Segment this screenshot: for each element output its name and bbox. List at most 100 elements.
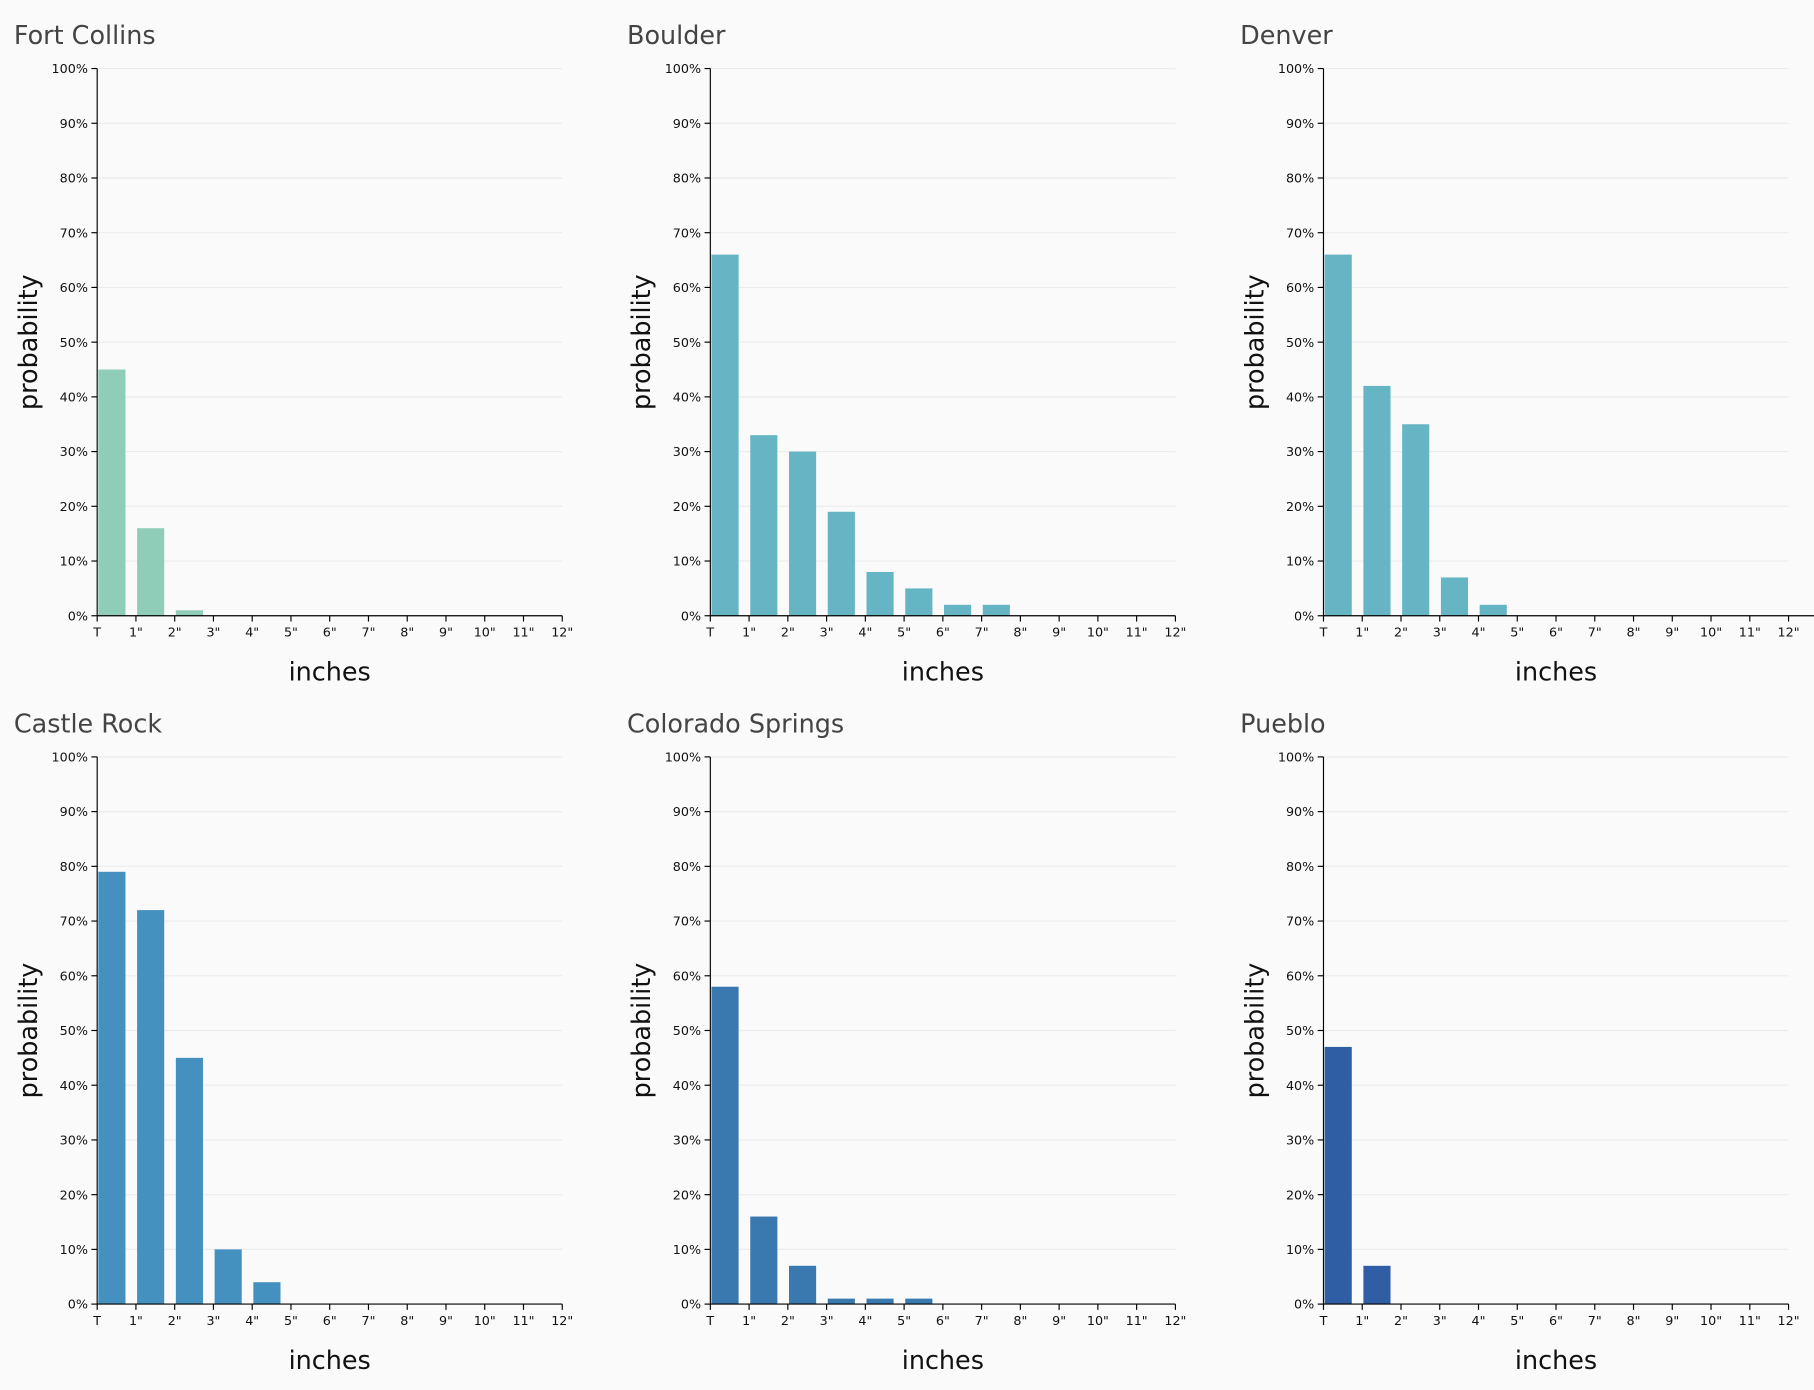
x-tick-label: 2" xyxy=(168,625,182,640)
x-tick-label: 2" xyxy=(781,1313,795,1328)
x-tick-label: 7" xyxy=(1588,625,1602,640)
x-tick-label: 2" xyxy=(1394,1313,1408,1328)
y-tick-label: 50% xyxy=(60,1023,88,1038)
x-tick-label: 9" xyxy=(1052,625,1066,640)
y-tick-label: 30% xyxy=(60,1133,88,1148)
y-tick-label: 20% xyxy=(673,1187,701,1202)
x-tick-label: 6" xyxy=(936,625,950,640)
y-tick-label: 70% xyxy=(673,914,701,929)
y-tick-label: 100% xyxy=(665,750,701,765)
x-tick-label: 7" xyxy=(361,1313,375,1328)
chart-title: Fort Collins xyxy=(14,21,156,51)
x-tick-label: 7" xyxy=(361,625,375,640)
y-tick-label: 70% xyxy=(60,914,88,929)
x-tick-label: 5" xyxy=(1510,1313,1524,1328)
bar xyxy=(1324,254,1352,616)
y-tick-label: 70% xyxy=(60,225,88,240)
y-tick-label: 90% xyxy=(673,804,701,819)
y-tick-label: 30% xyxy=(673,1133,701,1148)
y-tick-label: 60% xyxy=(1286,280,1314,295)
x-tick-label: 7" xyxy=(1588,1313,1602,1328)
y-tick-label: 20% xyxy=(1286,1187,1314,1202)
y-tick-label: 10% xyxy=(60,1242,88,1257)
x-tick-label: 12" xyxy=(1778,1313,1800,1328)
y-tick-label: 50% xyxy=(1286,335,1314,350)
chart-panel: Castle Rock 0% 10% 20% 30% 40% 50% 60% 70% 80% 90%… xyxy=(14,710,573,1376)
bar xyxy=(98,369,126,616)
y-tick-label: 40% xyxy=(60,389,88,404)
x-tick-label: 4" xyxy=(858,625,872,640)
y-tick-label: 60% xyxy=(60,280,88,295)
chart-panel: Colorado Springs 0% 10% 20% 30% 40% 50% 60% 70% 8… xyxy=(627,710,1186,1376)
bar xyxy=(214,1249,242,1305)
x-axis-label: inches xyxy=(1515,658,1597,688)
x-tick-label: T xyxy=(705,1313,714,1328)
y-tick-label: 50% xyxy=(673,1023,701,1038)
y-tick-label: 10% xyxy=(673,554,701,569)
y-tick-label: 20% xyxy=(1286,499,1314,514)
chart-panel: Pueblo 0% 10% 20% 30% 40% 50% 60% 70% 80% 90% 100% T… xyxy=(1240,710,1799,1376)
x-tick-label: 11" xyxy=(512,625,534,640)
y-tick-label: 0% xyxy=(681,608,701,623)
x-tick-label: 12" xyxy=(1164,1313,1186,1328)
x-tick-label: 1" xyxy=(1355,625,1369,640)
y-axis-label: probability xyxy=(627,963,657,1099)
y-tick-label: 50% xyxy=(60,335,88,350)
y-tick-label: 100% xyxy=(52,750,88,765)
x-tick-label: T xyxy=(1319,625,1328,640)
y-tick-label: 70% xyxy=(1286,914,1314,929)
x-tick-label: 3" xyxy=(1433,625,1447,640)
y-tick-label: 90% xyxy=(60,116,88,131)
x-tick-label: 4" xyxy=(245,625,259,640)
x-tick-label: 11" xyxy=(1126,625,1148,640)
y-tick-label: 100% xyxy=(52,61,88,76)
x-axis-label: inches xyxy=(1515,1346,1597,1376)
y-tick-label: 100% xyxy=(665,61,701,76)
y-tick-label: 40% xyxy=(673,389,701,404)
x-tick-label: 2" xyxy=(1394,625,1408,640)
y-tick-label: 40% xyxy=(60,1078,88,1093)
x-tick-label: 4" xyxy=(858,1313,872,1328)
x-tick-label: T xyxy=(1319,1313,1328,1328)
y-tick-label: 20% xyxy=(60,1187,88,1202)
y-tick-label: 90% xyxy=(1286,804,1314,819)
y-tick-label: 10% xyxy=(1286,1242,1314,1257)
y-axis-label: probability xyxy=(1240,963,1270,1099)
y-axis-label: probability xyxy=(627,274,657,410)
x-tick-label: 5" xyxy=(284,1313,298,1328)
y-tick-label: 50% xyxy=(673,335,701,350)
bar xyxy=(866,571,894,616)
x-axis-label: inches xyxy=(902,658,984,688)
x-tick-label: 5" xyxy=(1510,625,1524,640)
y-tick-label: 40% xyxy=(1286,1078,1314,1093)
x-tick-label: 9" xyxy=(1665,625,1679,640)
bar xyxy=(944,604,972,616)
x-tick-label: 11" xyxy=(1739,625,1761,640)
x-tick-label: 8" xyxy=(1013,1313,1027,1328)
bar xyxy=(750,1216,778,1305)
x-tick-label: 7" xyxy=(975,1313,989,1328)
bar xyxy=(137,910,165,1305)
bar xyxy=(827,511,855,616)
y-tick-label: 90% xyxy=(673,116,701,131)
chart-title: Denver xyxy=(1240,21,1333,51)
x-tick-label: 8" xyxy=(1013,625,1027,640)
x-tick-label: 5" xyxy=(897,1313,911,1328)
x-tick-label: 3" xyxy=(820,1313,834,1328)
y-tick-label: 90% xyxy=(60,804,88,819)
x-tick-label: 5" xyxy=(284,625,298,640)
x-tick-label: 12" xyxy=(1778,625,1800,640)
y-tick-label: 60% xyxy=(673,280,701,295)
bar xyxy=(827,1298,855,1305)
chart-title: Colorado Springs xyxy=(627,710,844,740)
y-tick-label: 10% xyxy=(1286,554,1314,569)
x-tick-label: T xyxy=(92,1313,101,1328)
bar xyxy=(175,1057,203,1305)
x-tick-label: 12" xyxy=(551,625,573,640)
x-tick-label: 10" xyxy=(1700,1313,1722,1328)
x-tick-label: 10" xyxy=(1700,625,1722,640)
x-tick-label: 10" xyxy=(474,625,496,640)
y-tick-label: 70% xyxy=(673,225,701,240)
